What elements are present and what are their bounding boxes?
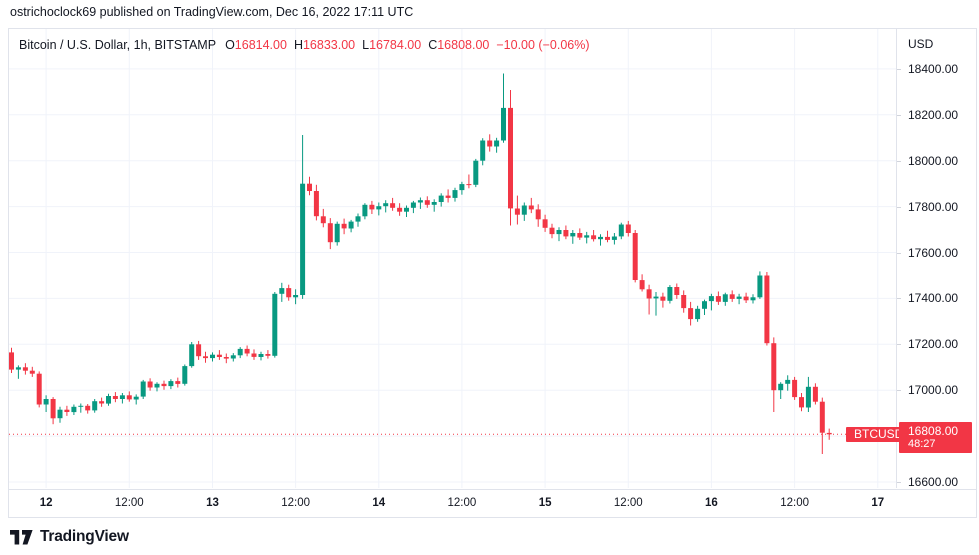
ohlc-value: 16814.00 — [234, 38, 287, 52]
ohlc-values: O16814.00 H16833.00 L16784.00 C16808.00 — [225, 38, 496, 52]
price-axis-label: 17800.00 — [897, 200, 958, 214]
symbol-title[interactable]: Bitcoin / U.S. Dollar, 1h, BITSTAMP — [19, 38, 217, 52]
price-axis-label: 18000.00 — [897, 154, 958, 168]
time-axis-label: 12:00 — [281, 497, 310, 509]
time-axis-label: 12:00 — [780, 497, 809, 509]
price-axis-label: 18200.00 — [897, 108, 958, 122]
time-axis-label: 12 — [39, 497, 53, 509]
time-axis-label: 12:00 — [613, 497, 643, 509]
bar-countdown: 48:27 — [908, 438, 936, 450]
chart-legend[interactable]: Bitcoin / U.S. Dollar, 1h, BITSTAMP O1681… — [19, 38, 590, 52]
ohlc-value: 16833.00 — [302, 38, 356, 52]
chart-plot-area[interactable]: Bitcoin / U.S. Dollar, 1h, BITSTAMP O1681… — [9, 29, 912, 488]
series-symbol: BTCUSD — [854, 427, 904, 441]
time-axis-label: 12:00 — [114, 497, 144, 509]
attribution-text: ostrichoclock69 published on TradingView… — [10, 5, 414, 19]
price-axis-label: 17600.00 — [897, 246, 958, 260]
time-axis-label: 16 — [704, 497, 718, 509]
time-axis-label: 13 — [206, 497, 219, 509]
footer-bar: TradingView — [10, 527, 129, 547]
ohlc-value: 16784.00 — [369, 38, 422, 52]
candlestick-chart[interactable] — [9, 29, 896, 488]
price-axis[interactable]: USD 18400.00 18200.00 18000.00 17800.00 1760… — [896, 29, 976, 489]
ohlc-key: H — [293, 38, 303, 52]
ohlc-key: C — [428, 38, 438, 52]
series-price-label: BTCUSD — [846, 427, 912, 442]
price-axis-label: 17000.00 — [897, 383, 958, 397]
current-price-tag: 16808.00 48:27 — [899, 422, 972, 453]
time-axis-label: 17 — [871, 497, 885, 509]
price-axis-unit: USD — [908, 37, 934, 51]
change-value: −10.00 (−0.06%) — [496, 38, 590, 52]
attribution-bar: ostrichoclock69 published on TradingView… — [10, 5, 413, 19]
time-axis-label: 15 — [538, 497, 552, 509]
time-axis-label: 14 — [372, 497, 386, 509]
ohlc-value: 16808.00 — [437, 38, 490, 52]
price-axis-label: 18400.00 — [897, 62, 958, 76]
ohlc-key: O — [225, 38, 235, 52]
current-price: 16808.00 — [908, 424, 959, 438]
price-axis-label: 17200.00 — [897, 337, 958, 351]
ohlc-key: L — [362, 38, 370, 52]
time-axis[interactable]: 12 12:00 13 12:00 14 12:00 15 12:00 16 12:00 17 — [9, 489, 976, 518]
tradingview-brand-text[interactable]: TradingView — [40, 528, 129, 545]
tradingview-logo-icon[interactable] — [10, 529, 33, 545]
chart-widget: Bitcoin / U.S. Dollar, 1h, BITSTAMP O1681… — [8, 28, 977, 518]
time-axis-label: 12:00 — [447, 497, 477, 509]
price-axis-label: 17400.00 — [897, 291, 958, 305]
price-axis-label: 16600.00 — [897, 475, 958, 489]
